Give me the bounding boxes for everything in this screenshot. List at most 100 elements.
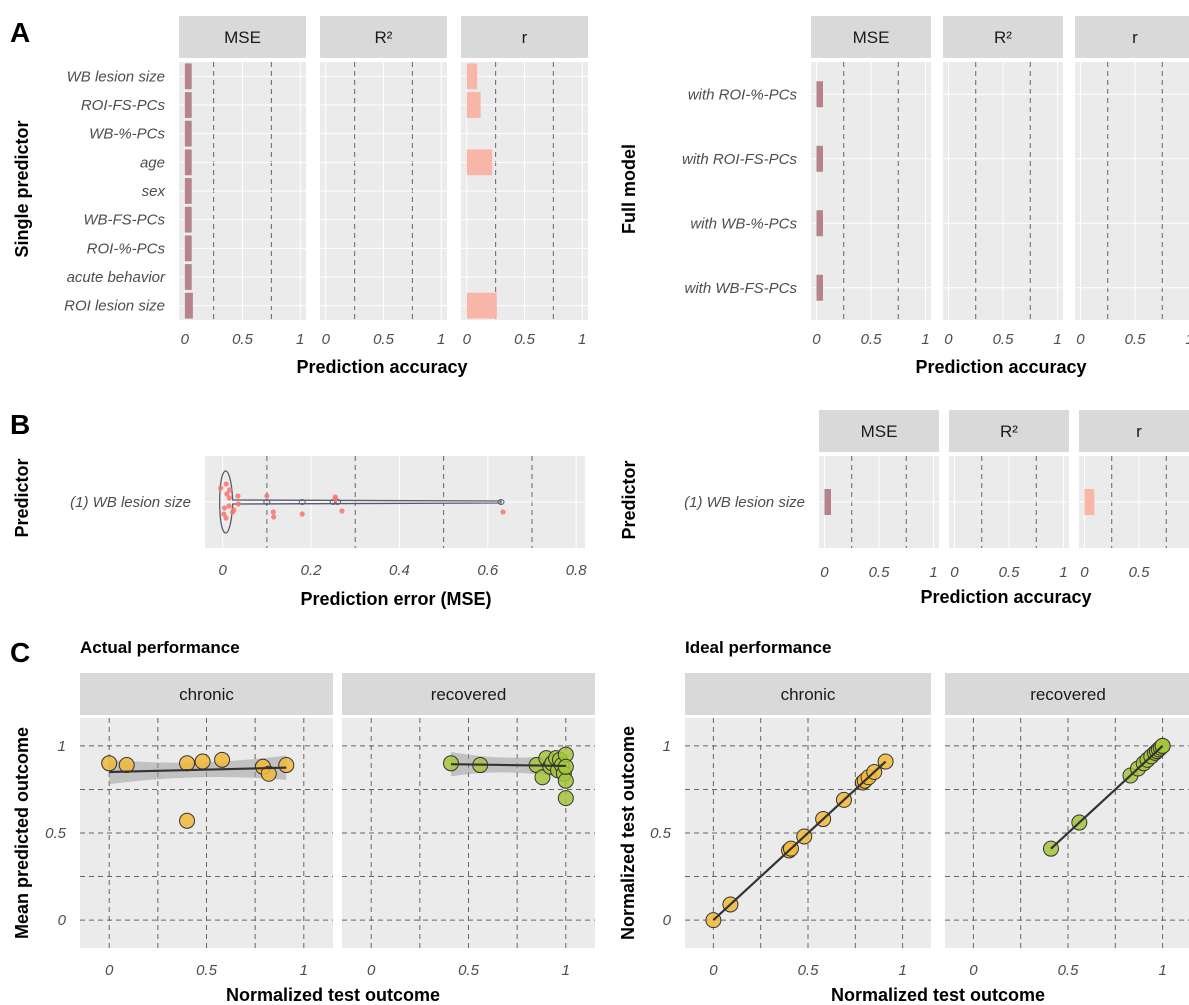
A-right-facet-0-bar — [816, 210, 823, 237]
A-right-facet-0-strip-label: MSE — [853, 28, 890, 47]
A-right-facet-2-x-tick: 0 — [1076, 331, 1085, 348]
a-left-ylabel: Single predictor — [12, 120, 32, 257]
B-right-facet-2-strip — [1079, 410, 1189, 452]
A-left-category-label: ROI-FS-PCs — [81, 97, 166, 114]
A-left-category-label: WB lesion size — [67, 68, 165, 85]
A-left-facet-0-bar — [184, 149, 192, 176]
b-left-x-tick: 0.8 — [566, 562, 588, 579]
B-right-category-label: (1) WB lesion size — [684, 494, 805, 511]
b-left-jitter-point — [221, 511, 227, 517]
b-left-jitter-point — [271, 514, 277, 520]
A-left-category-label: ROI lesion size — [64, 298, 165, 315]
C-right-y-tick: 0.5 — [650, 825, 672, 842]
C-left-facet-1-x-tick: 1 — [562, 962, 570, 979]
B-right-facet-0-x-tick: 0.5 — [869, 564, 891, 581]
b-left-violin — [219, 470, 502, 534]
b-left-jitter-point — [500, 509, 506, 515]
b-left-jitter-point — [231, 507, 237, 513]
B-right-facet-0-x-tick: 0 — [820, 564, 829, 581]
A-right-facet-0-x-tick: 0.5 — [861, 331, 883, 348]
C-left-facet-1-point — [557, 790, 574, 807]
C-left-facet-1-strip-label: recovered — [431, 685, 507, 704]
b-left-jitter-point — [235, 493, 241, 499]
A-right-facet-0-strip — [811, 16, 931, 58]
C-right-facet-0-x-tick: 0.5 — [798, 962, 820, 979]
b-left-jitter-point — [226, 503, 232, 509]
A-right-facet-0-x-tick: 0 — [812, 331, 821, 348]
C-left-facet-0-point — [179, 755, 196, 772]
A-left-facet-0-bar — [184, 235, 192, 262]
A-left-facet-0-bar — [184, 264, 192, 290]
B-right-facet-2-x-tick: 0 — [1080, 564, 1089, 581]
panel-label-a: A — [10, 17, 30, 48]
C-right-facet-0-strip-label: chronic — [781, 685, 836, 704]
A-left-facet-0-bar — [184, 178, 192, 204]
A-right-category-label: with WB-%-PCs — [690, 215, 797, 232]
C-right-facet-1-fit-line — [1050, 745, 1164, 850]
C-left-facet-1-strip — [342, 673, 595, 715]
b-left-jitter-point — [299, 511, 305, 517]
A-right-facet-2-panel — [1075, 62, 1189, 320]
A-left-facet-0-strip — [179, 16, 306, 58]
A-right-facet-1-x-tick: 0 — [944, 331, 953, 348]
b-right-xlabel: Prediction accuracy — [920, 587, 1091, 607]
C-right-facet-1-x-tick: 0 — [969, 962, 978, 979]
B-right-facet-2-strip-label: r — [1136, 422, 1142, 441]
C-right-facet-0-x-tick: 1 — [898, 962, 906, 979]
b-left-jitter-point — [221, 505, 228, 511]
b-left-x-tick: 0.2 — [301, 562, 323, 579]
b-left-x-tick: 0.4 — [389, 562, 410, 579]
b-left-jitter-point — [224, 491, 230, 497]
A-right-facet-0-bar — [816, 274, 823, 301]
C-left-facet-0-point — [194, 753, 211, 770]
C-left-facet-0-x-tick: 0.5 — [196, 962, 218, 979]
A-right-facet-1-strip-label: R² — [994, 28, 1012, 47]
A-left-category-label: WB-FS-PCs — [83, 212, 165, 229]
A-left-facet-2-bar — [466, 292, 497, 319]
A-right-category-label: with WB-FS-PCs — [685, 280, 798, 297]
A-right-facet-1-strip — [943, 16, 1063, 58]
A-left-category-label: WB-%-PCs — [89, 126, 165, 143]
A-left-facet-2-strip-label: r — [522, 28, 528, 47]
C-right-facet-0-x-tick: 0 — [709, 962, 718, 979]
c-left-ylabel: Mean predicted outcome — [12, 727, 32, 939]
C-right-y-tick: 1 — [663, 738, 671, 755]
B-right-facet-2-x-tick: 0.5 — [1129, 564, 1151, 581]
B-right-facet-2-bar — [1084, 489, 1095, 515]
b-left-category-label: (1) WB lesion size — [70, 494, 191, 511]
c-left-subtitle: Actual performance — [80, 638, 240, 657]
A-left-category-label: sex — [142, 183, 166, 200]
C-right-facet-0-strip — [685, 673, 931, 715]
A-left-facet-0-x-tick: 0.5 — [232, 331, 254, 348]
b-left-jitter-point — [270, 509, 276, 515]
C-right-facet-1-strip — [945, 673, 1189, 715]
C-right-facet-1-strip-label: recovered — [1030, 685, 1106, 704]
A-left-facet-1-x-tick: 0 — [322, 331, 331, 348]
c-right-xlabel: Normalized test outcome — [831, 985, 1045, 1005]
b-left-violin-bump — [263, 499, 271, 505]
C-left-facet-0-fit-line — [109, 766, 287, 774]
b-left-jitter-point — [226, 495, 232, 501]
b-left-jitter-point — [223, 515, 229, 521]
c-left-xlabel: Normalized test outcome — [226, 985, 440, 1005]
C-left-facet-1-point — [557, 772, 574, 789]
A-left-facet-2-bar — [466, 149, 493, 176]
B-right-facet-1-strip — [949, 410, 1069, 452]
b-left-x-tick: 0 — [219, 562, 228, 579]
A-right-facet-2-x-tick: 1 — [1185, 331, 1189, 348]
A-left-facet-0-x-tick: 1 — [296, 331, 304, 348]
C-left-facet-1-fit-line — [450, 763, 566, 768]
b-left-jitter-point — [264, 493, 270, 499]
b-left-ylabel: Predictor — [12, 458, 32, 537]
C-left-facet-0-point — [214, 751, 231, 768]
A-left-facet-2-x-tick: 0 — [463, 331, 472, 348]
A-right-facet-1-x-tick: 1 — [1053, 331, 1061, 348]
A-right-facet-0-bar — [816, 145, 823, 172]
A-left-facet-0-bar — [184, 92, 192, 118]
A-right-facet-2-strip — [1075, 16, 1189, 58]
C-left-facet-0-point — [260, 765, 277, 782]
A-left-facet-0-bar — [184, 292, 193, 319]
A-right-category-label: with ROI-%-PCs — [688, 86, 798, 103]
A-left-facet-2-x-tick: 1 — [578, 331, 586, 348]
b-left-violin-bump — [298, 499, 306, 505]
